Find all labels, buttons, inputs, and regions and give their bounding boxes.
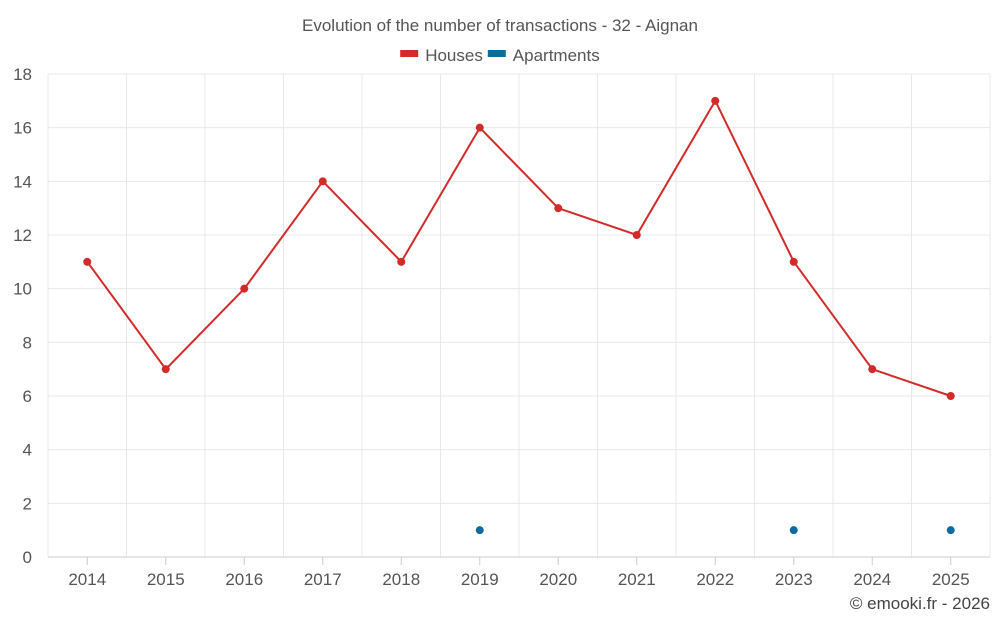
y-tick-label: 10 [13,280,32,299]
legend-label-apartments: Apartments [513,46,600,65]
data-point-houses: Houses 2021: 12 [632,231,641,239]
data-point-houses: Houses 2017: 14 [318,177,327,186]
x-tick-label: 2019 [461,570,499,589]
y-tick-label: 2 [23,494,32,513]
series-houses: Houses 2014: 11 Houses 2015: 7 Houses 2016… [83,96,955,400]
credit-text: © emooki.fr - 2026 [850,594,990,613]
x-tick-label: 2014 [68,570,106,589]
x-tick-label: 2020 [539,570,577,589]
x-tick-label: 2017 [304,570,342,589]
x-tick-label: 2021 [618,570,656,589]
data-point-houses: Houses 2019: 16 [475,123,484,132]
chart-title: Evolution of the number of transactions … [302,16,698,35]
data-point-houses: Houses 2015: 7 [161,365,170,374]
legend: Houses Apartments [400,46,600,65]
data-point-houses: Houses 2025: 6 [946,392,955,400]
data-point-houses: Houses 2014: 11 [83,257,92,266]
x-tick-label: 2022 [696,570,734,589]
legend-item-houses: Houses [400,46,483,65]
y-tick-label: 12 [13,226,32,245]
y-axis: 0 2 4 6 8 10 12 14 16 18 [13,65,32,567]
series-layer: Houses 2014: 11 Houses 2015: 7 Houses 2016… [83,96,955,535]
y-tick-label: 16 [13,119,32,138]
y-tick-label: 8 [23,333,32,352]
y-tick-label: 4 [23,441,32,460]
x-tick-label: 2024 [853,570,891,589]
x-tick-label: 2023 [775,570,813,589]
data-point-apartments: Apartments 2025: 1 [946,526,955,535]
y-tick-label: 0 [23,548,32,567]
legend-swatch-houses [400,50,419,57]
x-axis: 2014 2015 2016 2017 2018 2019 2020 2021 2022 2023… [48,556,990,589]
grid [47,73,991,557]
data-point-apartments: Apartments 2019: 1 [475,526,484,535]
data-point-houses: Houses 2016: 10 [240,284,249,293]
series-apartments: Apartments 2019: 1 Apartments 2023: 1 Apar… [475,526,955,535]
x-tick-label: 2018 [382,570,420,589]
data-point-houses: Houses 2024: 7 [868,365,877,374]
legend-item-apartments: Apartments [487,46,600,65]
series-line-houses [86,99,952,397]
x-tick-label: 2015 [147,570,185,589]
y-tick-label: 18 [13,65,32,84]
data-point-houses: Houses 2023: 11 [789,257,798,266]
data-point-houses: Houses 2018: 11 [397,257,406,266]
x-tick-label: 2016 [225,570,263,589]
y-tick-label: 6 [23,387,32,406]
data-point-houses: Houses 2022: 17 [711,96,720,105]
x-tick-label: 2025 [932,570,970,589]
y-tick-label: 14 [13,172,32,191]
legend-label-houses: Houses [425,46,483,65]
legend-swatch-apartments [487,50,506,57]
data-point-apartments: Apartments 2023: 1 [789,526,798,535]
data-point-houses: Houses 2020: 13 [554,204,563,213]
